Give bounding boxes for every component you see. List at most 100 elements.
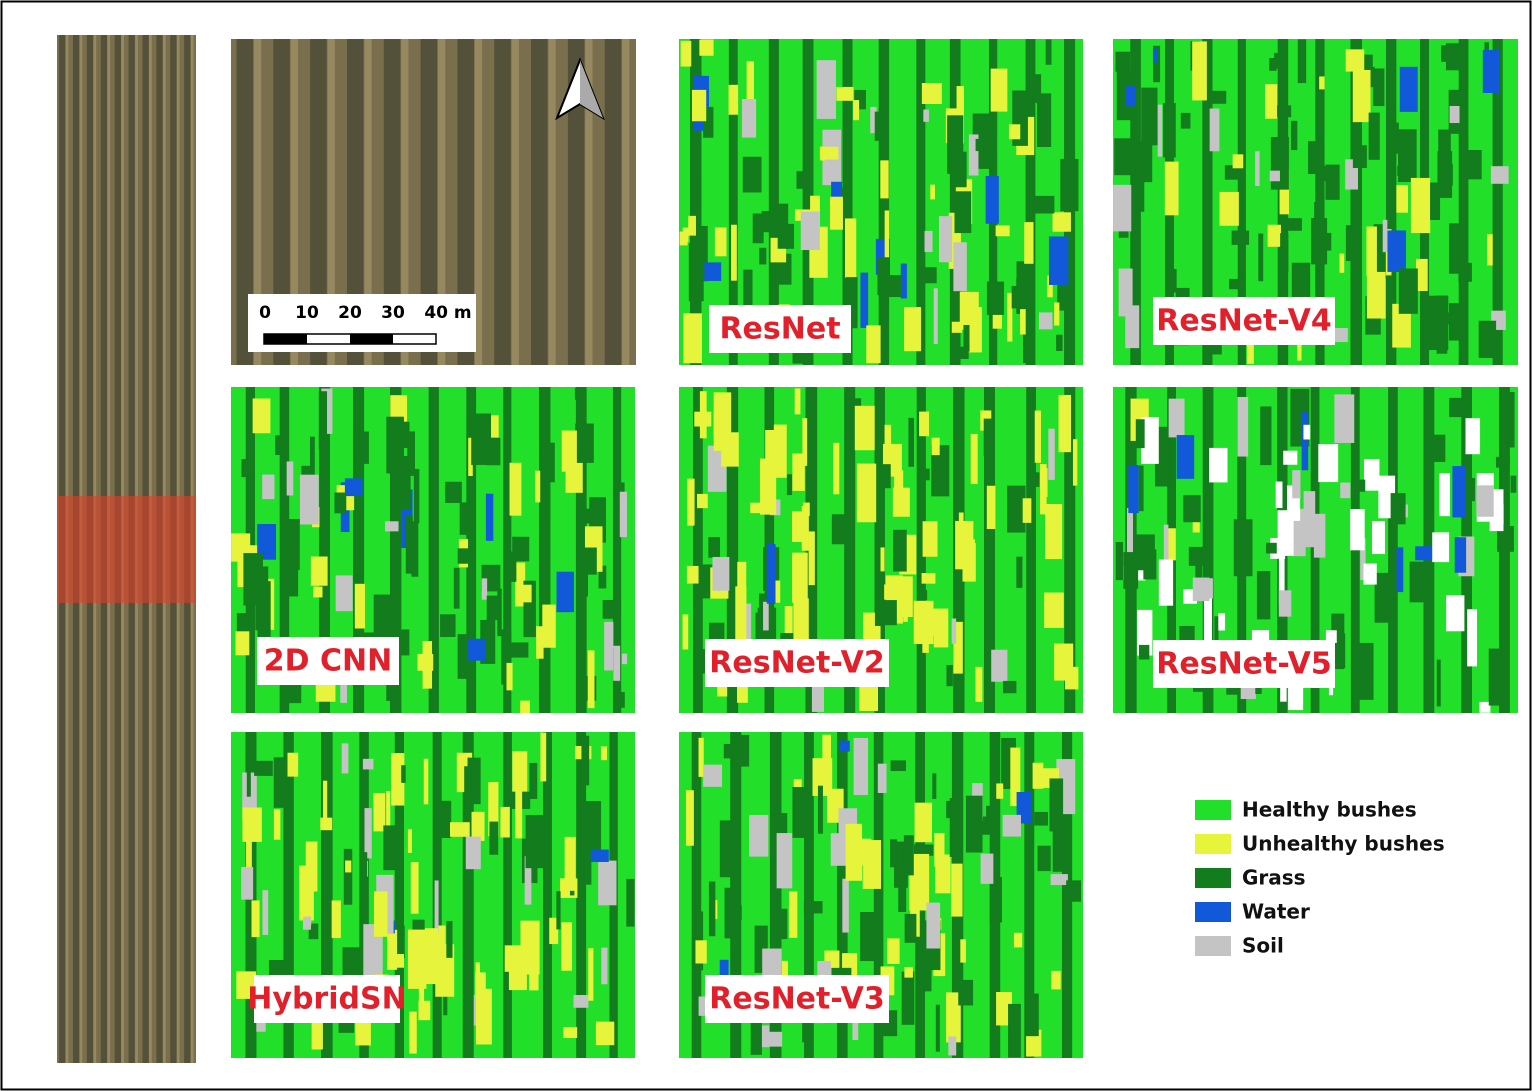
class-patch <box>1372 521 1385 554</box>
class-patch <box>866 325 880 363</box>
scale-label: 40 m <box>424 303 471 323</box>
class-patch <box>991 650 1007 682</box>
class-patch <box>1024 222 1033 264</box>
class-patch <box>946 665 952 686</box>
class-patch <box>1139 466 1144 512</box>
class-patch <box>1333 328 1348 342</box>
class-patch <box>991 69 1008 112</box>
class-patch <box>878 764 887 793</box>
class-patch <box>975 667 982 702</box>
class-patch <box>1303 425 1310 440</box>
class-patch <box>1277 510 1293 556</box>
class-patch <box>1023 498 1032 523</box>
legend-label: Soil <box>1242 934 1284 958</box>
class-patch <box>749 815 768 857</box>
class-patch <box>1126 86 1135 106</box>
class-patch <box>1237 397 1248 457</box>
class-patch <box>408 829 412 853</box>
class-patch <box>598 861 616 906</box>
panel-label: ResNet-V4 <box>1156 304 1331 339</box>
class-patch <box>1049 778 1063 831</box>
scale-bar: 0 10 20 30 40 m <box>248 294 476 352</box>
class-patch <box>820 147 825 161</box>
class-patch <box>1233 154 1244 168</box>
class-patch <box>579 548 597 575</box>
class-patch <box>342 947 359 977</box>
class-patch <box>796 171 805 189</box>
class-patch <box>1114 138 1132 175</box>
class-patch <box>440 614 455 637</box>
class-patch <box>1035 196 1055 214</box>
class-patch <box>1455 537 1466 573</box>
class-patch <box>1158 105 1162 157</box>
class-patch <box>950 798 958 857</box>
class-patch <box>1292 470 1300 498</box>
class-patch <box>581 736 589 786</box>
class-patch <box>1437 296 1448 354</box>
class-patch <box>695 940 706 963</box>
class-patch <box>1411 178 1430 233</box>
class-patch <box>987 282 1004 315</box>
class-patch <box>1291 121 1297 150</box>
class-patch <box>1046 39 1052 64</box>
class-patch <box>520 921 539 975</box>
class-patch <box>1430 183 1440 220</box>
class-patch <box>1016 557 1022 588</box>
class-patch <box>792 511 807 542</box>
class-patch <box>345 478 363 496</box>
class-patch <box>1491 166 1509 184</box>
class-patch <box>699 738 704 777</box>
class-patch <box>1340 483 1350 499</box>
class-patch <box>601 746 607 760</box>
class-patch <box>900 576 913 617</box>
class-patch <box>935 854 950 893</box>
class-patch <box>1007 293 1012 342</box>
class-patch <box>1487 234 1493 265</box>
class-patch <box>311 556 328 585</box>
class-patch <box>1192 41 1207 100</box>
class-patch <box>735 586 746 639</box>
class-patch <box>893 488 910 517</box>
class-patch <box>881 547 885 571</box>
class-patch <box>898 871 906 912</box>
class-patch <box>1065 667 1078 690</box>
class-patch <box>1169 269 1177 293</box>
class-patch <box>1033 763 1044 789</box>
class-patch <box>1269 58 1276 71</box>
class-patch <box>981 854 994 884</box>
class-patch <box>490 415 498 437</box>
class-patch <box>418 654 434 671</box>
class-patch <box>885 425 892 456</box>
class-patch <box>963 543 976 582</box>
class-patch <box>1415 546 1434 560</box>
class-patch <box>1353 145 1367 168</box>
class-patch <box>241 867 253 900</box>
legend-swatch <box>1195 902 1231 922</box>
class-patch <box>742 99 756 138</box>
class-patch <box>1363 564 1376 585</box>
class-patch <box>715 227 727 256</box>
panel-label: ResNet-V2 <box>709 646 884 681</box>
class-patch <box>1209 448 1227 483</box>
class-patch <box>683 228 689 242</box>
class-patch <box>922 636 928 653</box>
class-patch <box>833 443 839 495</box>
class-patch <box>407 431 415 475</box>
class-patch <box>952 618 956 643</box>
class-patch <box>855 406 875 450</box>
class-patch <box>464 766 471 819</box>
class-patch <box>778 224 794 249</box>
class-patch <box>731 225 737 281</box>
class-patch <box>1479 321 1496 358</box>
class-patch <box>540 462 545 518</box>
class-patch <box>691 183 699 203</box>
class-patch <box>1429 435 1445 462</box>
class-patch <box>1073 439 1077 485</box>
legend-label: Water <box>1242 900 1310 924</box>
class-patch <box>951 864 962 917</box>
class-patch <box>242 459 253 477</box>
class-patch <box>1496 457 1510 468</box>
class-patch <box>1302 412 1309 470</box>
class-patch <box>355 1020 371 1045</box>
grass-row <box>879 39 889 365</box>
